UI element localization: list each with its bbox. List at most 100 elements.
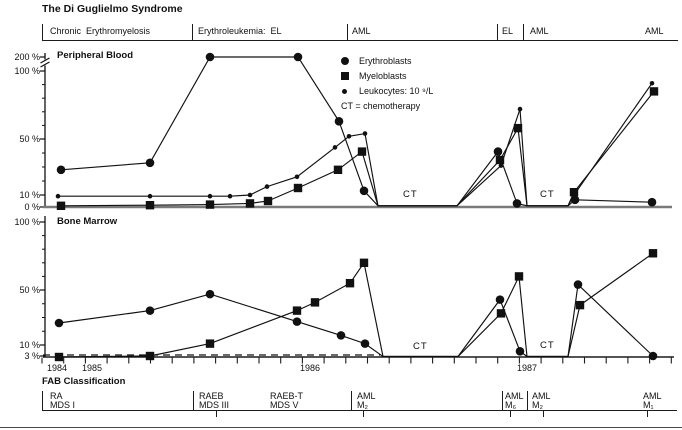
data-point-erythroblasts: [334, 117, 344, 126]
data-point-erythroblasts: [495, 295, 505, 304]
legend-item-erythroblasts: Erythroblasts: [341, 55, 412, 67]
data-point-myeloblasts: [495, 155, 505, 165]
axis-break-icon: [40, 57, 50, 64]
y-axis-label: 10 %: [19, 340, 40, 350]
phase-label: AML: [530, 26, 549, 36]
fab-label-line2: M₂: [357, 400, 368, 410]
fab-tick: [510, 411, 511, 417]
fab-divider: [193, 391, 194, 410]
fab-label-line2: MDS I: [50, 400, 76, 410]
data-point-myeloblasts: [293, 183, 303, 193]
data-point-myeloblasts: [359, 258, 369, 267]
y-axis-label: 100 %: [14, 66, 40, 76]
data-point-myeloblasts: [345, 279, 355, 288]
legend-label-myeloblasts: Myeloblasts: [359, 71, 407, 81]
fab-tick: [216, 411, 217, 417]
leukocytes-marker-icon: [342, 88, 347, 94]
data-point-leukocytes: [247, 192, 253, 198]
phase-label: Erythroleukemia: EL: [198, 26, 282, 36]
data-point-myeloblasts: [205, 200, 215, 209]
legend-item-myeloblasts: Myeloblasts: [341, 70, 407, 82]
fab-tick: [647, 411, 648, 417]
ct-label: CT: [540, 340, 555, 351]
data-point-erythroblasts: [205, 289, 215, 299]
legend-label-leukocytes: Leukocytes: 10 ⁹/L: [359, 86, 434, 96]
data-point-leukocytes: [227, 193, 233, 199]
data-point-myeloblasts: [333, 165, 343, 174]
axis-break-mask: [41, 59, 49, 66]
data-point-leukocytes: [362, 131, 368, 136]
phase-divider: [192, 24, 193, 41]
data-point-myeloblasts: [310, 298, 320, 307]
y-axis-label: 0 %: [24, 202, 40, 212]
year-label: 1985: [81, 363, 103, 373]
ct-label: CT: [403, 189, 418, 200]
fab-divider: [42, 391, 43, 410]
fab-label-line1: RAEB-T: [270, 391, 304, 401]
fab-divider: [502, 391, 503, 410]
ct-label: CT: [413, 341, 428, 352]
series-line-myeloblasts: [58, 252, 654, 358]
year-label: 1987: [516, 363, 538, 373]
phase-label: EL: [502, 26, 514, 36]
data-point-erythroblasts: [493, 147, 503, 156]
data-point-myeloblasts: [245, 199, 255, 208]
y-axis-label: 100 %: [14, 217, 40, 227]
data-point-leukocytes: [517, 106, 523, 112]
phase-label: Chronic Erythromyelosis: [50, 26, 151, 36]
fab-divider: [527, 391, 528, 410]
fab-label-line1: AML: [532, 391, 551, 401]
data-point-erythroblasts: [336, 331, 346, 340]
data-point-myeloblasts: [575, 300, 585, 310]
data-point-leukocytes: [55, 193, 61, 199]
data-point-erythroblasts: [56, 165, 66, 175]
fab-heading: FAB Classification: [42, 376, 126, 387]
fab-label-line1: AML: [357, 391, 376, 401]
fab-label-line2: MDS III: [199, 400, 230, 410]
data-point-erythroblasts: [512, 199, 522, 208]
fab-label-line1: RAEB: [199, 391, 224, 401]
y-axis-label: 50 %: [19, 134, 40, 144]
data-point-leukocytes: [294, 174, 300, 180]
legend-label-erythroblasts: Erythroblasts: [359, 56, 412, 66]
data-point-leukocytes: [649, 80, 655, 86]
data-point-erythroblasts: [293, 52, 303, 62]
erythroblasts-marker-icon: [341, 57, 349, 65]
data-point-myeloblasts: [357, 147, 367, 156]
data-point-erythroblasts: [359, 186, 369, 196]
y-axis-label: 200 %: [14, 52, 40, 62]
data-point-erythroblasts: [573, 280, 583, 289]
bone-marrow-title: Bone Marrow: [57, 216, 118, 227]
phase-divider: [42, 24, 43, 41]
data-point-erythroblasts: [647, 197, 657, 207]
fab-tick: [363, 411, 364, 417]
phase-bar-line: [42, 40, 678, 41]
data-point-myeloblasts: [649, 87, 659, 96]
data-point-leukocytes: [571, 192, 577, 198]
y-axis-label: 3 %: [24, 351, 40, 361]
axis-break-icon: [40, 61, 50, 68]
data-point-myeloblasts: [205, 339, 215, 348]
fab-label-line2: M₁: [643, 400, 654, 410]
data-point-erythroblasts: [145, 306, 155, 315]
phase-label: AML: [352, 26, 371, 36]
data-point-myeloblasts: [145, 201, 155, 210]
data-point-myeloblasts: [56, 201, 66, 210]
data-point-erythroblasts: [54, 318, 64, 328]
fab-label-line1: AML: [643, 391, 662, 401]
figure-title: The Di Guglielmo Syndrome: [42, 3, 183, 15]
phase-divider: [347, 24, 348, 41]
fab-divider: [351, 391, 352, 410]
phase-divider: [497, 24, 498, 41]
data-point-leukocytes: [147, 193, 153, 199]
data-point-leukocytes: [332, 145, 338, 150]
data-point-leukocytes: [498, 163, 504, 168]
data-point-erythroblasts: [205, 52, 215, 62]
year-label: 1984: [46, 363, 68, 373]
fab-label-line2: M₆: [505, 400, 517, 410]
year-label: 1986: [299, 363, 321, 373]
data-point-erythroblasts: [515, 346, 525, 356]
data-point-myeloblasts: [569, 188, 579, 197]
